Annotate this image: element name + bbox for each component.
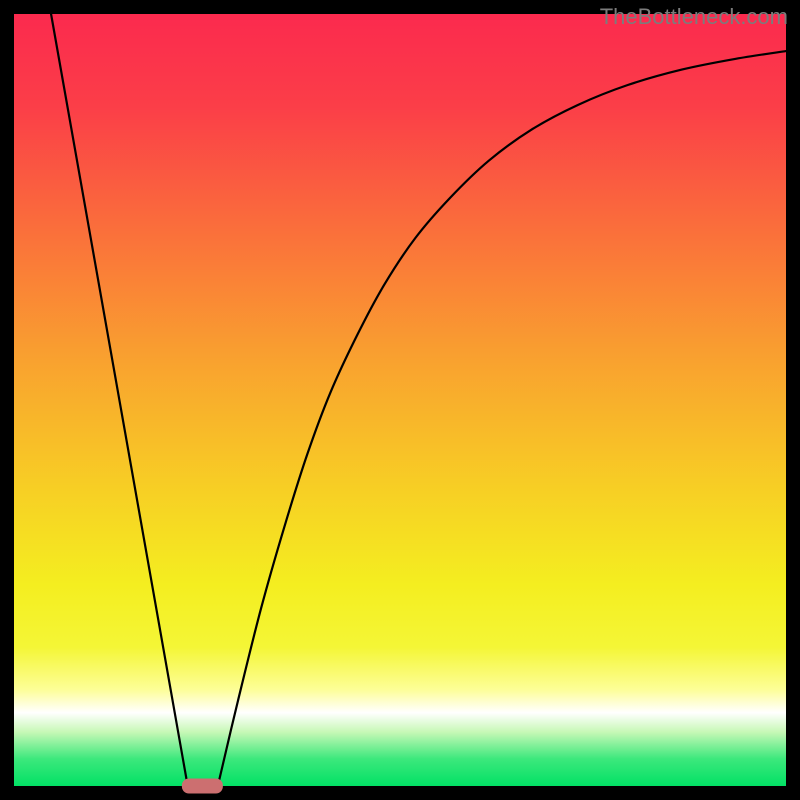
- chart-svg: TheBottleneck.com: [0, 0, 800, 800]
- plot-background: [14, 14, 786, 786]
- minimum-marker: [182, 779, 223, 794]
- watermark-text: TheBottleneck.com: [600, 4, 788, 29]
- bottleneck-chart: TheBottleneck.com: [0, 0, 800, 800]
